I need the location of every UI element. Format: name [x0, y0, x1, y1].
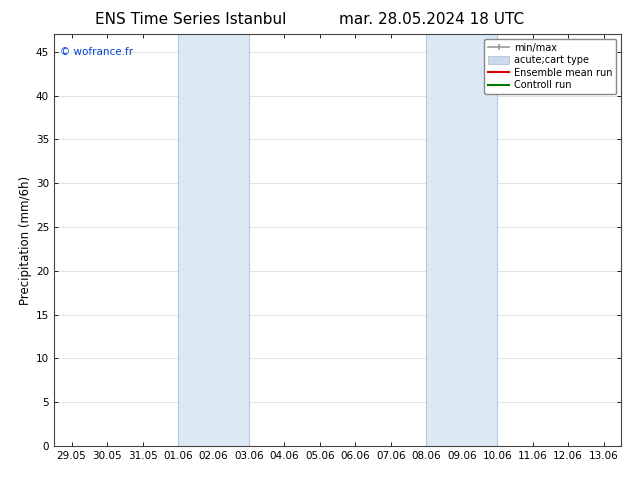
- Y-axis label: Precipitation (mm/6h): Precipitation (mm/6h): [18, 175, 32, 305]
- Text: ENS Time Series Istanbul: ENS Time Series Istanbul: [94, 12, 286, 27]
- Text: © wofrance.fr: © wofrance.fr: [60, 47, 133, 57]
- Bar: [426, 34, 497, 446]
- Legend: min/max, acute;cart type, Ensemble mean run, Controll run: min/max, acute;cart type, Ensemble mean …: [484, 39, 616, 94]
- Bar: [178, 34, 249, 446]
- Text: mar. 28.05.2024 18 UTC: mar. 28.05.2024 18 UTC: [339, 12, 524, 27]
